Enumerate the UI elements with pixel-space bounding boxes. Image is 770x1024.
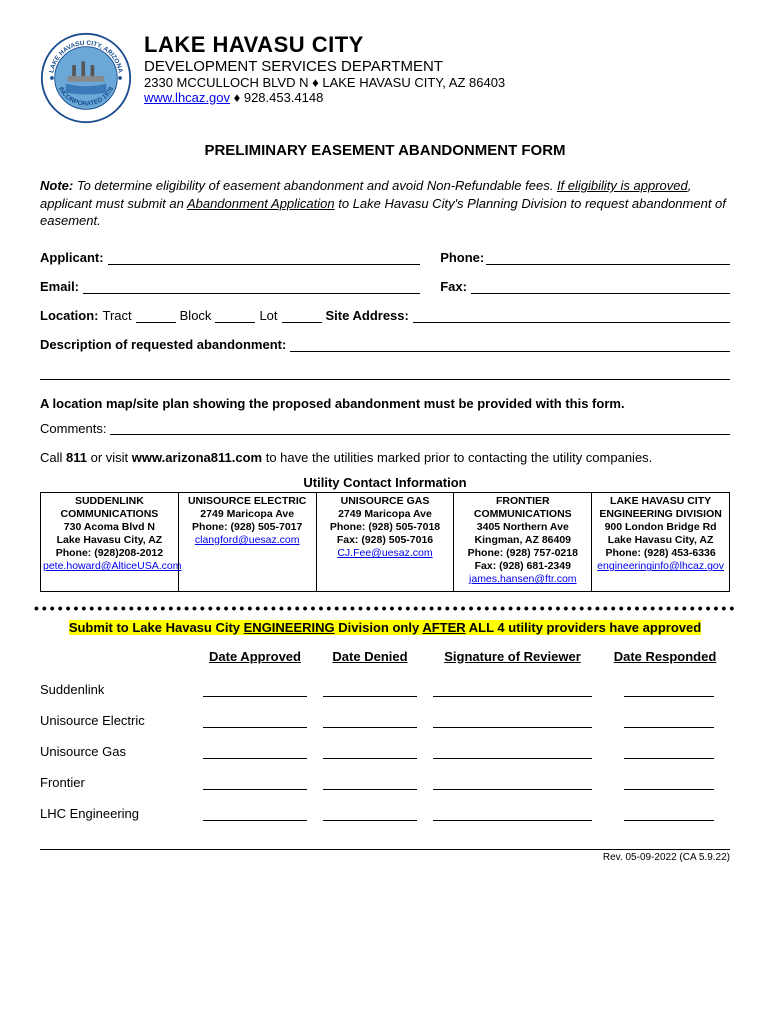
fax-input[interactable] (471, 280, 730, 294)
frontier-email-link[interactable]: james.hansen@ftr.com (469, 573, 577, 585)
suddenlink-date-responded[interactable] (624, 683, 714, 697)
unisource-electric-date-denied[interactable] (323, 714, 417, 728)
unisource-gas-signature[interactable] (433, 745, 592, 759)
approval-row-unisource-gas: Unisource Gas (40, 744, 730, 759)
note-lead: Note: (40, 178, 73, 193)
contact-line: www.lhcaz.gov ♦ 928.453.4148 (144, 90, 505, 105)
unisource-electric-date-approved[interactable] (203, 714, 307, 728)
lhc-signature[interactable] (433, 807, 592, 821)
submit-instruction: Submit to Lake Havasu City ENGINEERING D… (40, 620, 730, 635)
applicant-input[interactable] (108, 251, 421, 265)
separator: ♦ (230, 90, 244, 105)
letterhead-text: LAKE HAVASU CITY DEVELOPMENT SERVICES DE… (144, 32, 505, 105)
lhc-engineering-email-link[interactable]: engineeringinfo@lhcaz.gov (597, 560, 724, 572)
tract-input[interactable] (136, 309, 176, 323)
applicant-label: Applicant: (40, 250, 104, 265)
map-instruction: A location map/site plan showing the pro… (40, 396, 730, 411)
util-cell-frontier: FRONTIER COMMUNICATIONS 3405 Northern Av… (454, 492, 592, 591)
letterhead: LAKE HAVASU CITY, ARIZONA INCORPORATED 1… (40, 32, 730, 124)
block-label: Block (180, 308, 212, 323)
row-description: Description of requested abandonment: (40, 337, 730, 352)
lot-input[interactable] (282, 309, 322, 323)
util-cell-unisource-electric: UNISOURCE ELECTRIC 2749 Maricopa Ave Pho… (178, 492, 316, 591)
phone-input[interactable] (486, 251, 730, 265)
location-label: Location: (40, 308, 99, 323)
col-date-denied: Date Denied (315, 649, 425, 664)
description-input[interactable] (290, 338, 730, 352)
description-label: Description of requested abandonment: (40, 337, 286, 352)
approval-row-suddenlink: Suddenlink (40, 682, 730, 697)
lhc-date-approved[interactable] (203, 807, 307, 821)
unisource-gas-email-link[interactable]: CJ.Fee@uesaz.com (337, 547, 432, 559)
form-title: PRELIMINARY EASEMENT ABANDONMENT FORM (40, 142, 730, 159)
phone-label: Phone: (440, 250, 484, 265)
form-page: LAKE HAVASU CITY, ARIZONA INCORPORATED 1… (0, 0, 770, 883)
util-cell-unisource-gas: UNISOURCE GAS 2749 Maricopa Ave Phone: (… (316, 492, 454, 591)
suddenlink-date-approved[interactable] (203, 683, 307, 697)
lhc-date-responded[interactable] (624, 807, 714, 821)
approval-row-unisource-electric: Unisource Electric (40, 713, 730, 728)
row-email-fax: Email: Fax: (40, 279, 730, 294)
approval-table-header: Date Approved Date Denied Signature of R… (40, 649, 730, 664)
frontier-date-denied[interactable] (323, 776, 417, 790)
frontier-date-responded[interactable] (624, 776, 714, 790)
site-address-label: Site Address: (326, 308, 409, 323)
unisource-electric-email-link[interactable]: clangford@uesaz.com (195, 534, 300, 546)
description-input-line2[interactable] (40, 366, 730, 380)
comments-input[interactable] (110, 421, 730, 435)
dotted-separator: ••••••••••••••••••••••••••••••••••••••••… (34, 600, 736, 616)
approval-row-frontier: Frontier (40, 775, 730, 790)
row-comments: Comments: (40, 421, 730, 436)
col-signature: Signature of Reviewer (425, 649, 600, 664)
lot-label: Lot (259, 308, 277, 323)
city-name: LAKE HAVASU CITY (144, 32, 505, 58)
tract-label: Tract (103, 308, 132, 323)
city-seal-logo: LAKE HAVASU CITY, ARIZONA INCORPORATED 1… (40, 32, 132, 124)
suddenlink-date-denied[interactable] (323, 683, 417, 697)
row-applicant-phone: Applicant: Phone: (40, 250, 730, 265)
utility-table-title: Utility Contact Information (40, 475, 730, 490)
email-input[interactable] (83, 280, 420, 294)
col-date-approved: Date Approved (195, 649, 315, 664)
header-phone: 928.453.4148 (244, 90, 324, 105)
lhc-date-denied[interactable] (323, 807, 417, 821)
website-link[interactable]: www.lhcaz.gov (144, 90, 230, 105)
email-label: Email: (40, 279, 79, 294)
suddenlink-signature[interactable] (433, 683, 592, 697)
util-cell-lhc-engineering: LAKE HAVASU CITY ENGINEERING DIVISION 90… (592, 492, 730, 591)
unisource-gas-date-denied[interactable] (323, 745, 417, 759)
block-input[interactable] (215, 309, 255, 323)
frontier-date-approved[interactable] (203, 776, 307, 790)
department-name: DEVELOPMENT SERVICES DEPARTMENT (144, 58, 505, 75)
util-cell-suddenlink: SUDDENLINK COMMUNICATIONS 730 Acoma Blvd… (41, 492, 179, 591)
eligibility-note: Note: To determine eligibility of easeme… (40, 177, 730, 230)
unisource-gas-date-approved[interactable] (203, 745, 307, 759)
suddenlink-email-link[interactable]: pete.howard@AlticeUSA.com (43, 560, 181, 572)
utility-contact-table: SUDDENLINK COMMUNICATIONS 730 Acoma Blvd… (40, 492, 730, 592)
row-location: Location: Tract Block Lot Site Address: (40, 308, 730, 323)
fax-label: Fax: (440, 279, 467, 294)
revision-text: Rev. 05-09-2022 (CA 5.9.22) (40, 852, 730, 863)
frontier-signature[interactable] (433, 776, 592, 790)
address-line: 2330 MCCULLOCH BLVD N ♦ LAKE HAVASU CITY… (144, 75, 505, 90)
call-811-text: Call 811 or visit www.arizona811.com to … (40, 450, 730, 465)
approval-row-lhc-engineering: LHC Engineering (40, 806, 730, 821)
col-date-responded: Date Responded (600, 649, 730, 664)
unisource-electric-signature[interactable] (433, 714, 592, 728)
footer-rule (40, 849, 730, 850)
comments-label: Comments: (40, 421, 106, 436)
site-address-input[interactable] (413, 309, 730, 323)
unisource-electric-date-responded[interactable] (624, 714, 714, 728)
unisource-gas-date-responded[interactable] (624, 745, 714, 759)
